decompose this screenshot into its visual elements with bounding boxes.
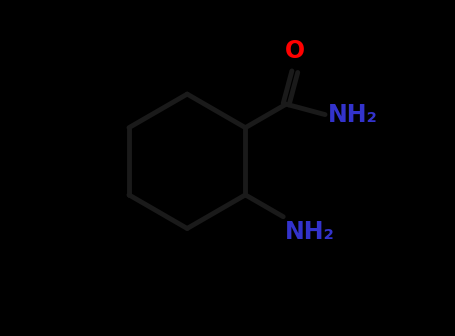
Text: NH₂: NH₂ [328, 102, 378, 127]
Text: NH₂: NH₂ [285, 220, 335, 244]
Text: O: O [285, 39, 305, 63]
